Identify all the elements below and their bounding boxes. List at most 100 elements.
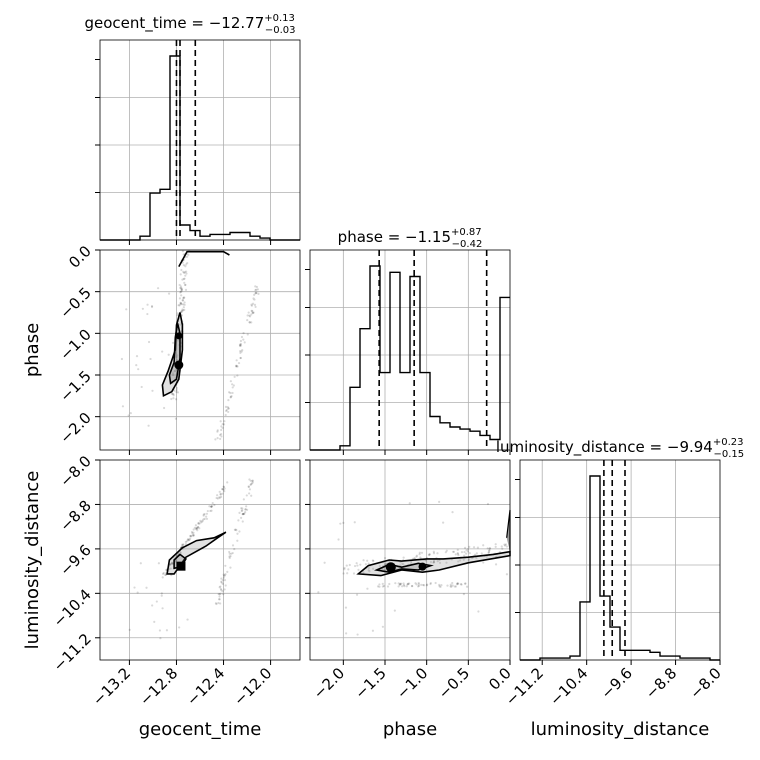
density-peak (175, 332, 183, 340)
sample-point (188, 537, 192, 540)
sample-point (440, 583, 443, 587)
sample-point (196, 525, 200, 529)
panel-frame (519, 459, 721, 661)
sample-point (235, 364, 238, 367)
sample-point (226, 570, 229, 573)
sample-point (402, 556, 405, 559)
sample-point (217, 592, 220, 596)
sample-point (186, 261, 189, 265)
sample-point (371, 559, 374, 562)
sample-point (342, 572, 345, 575)
sample-point (432, 560, 435, 564)
sample-point (488, 546, 492, 550)
sample-point (216, 494, 219, 497)
sample-point (242, 332, 245, 335)
sample-point (420, 551, 424, 554)
title-upper: +0.13 (264, 13, 295, 24)
sample-point (456, 551, 459, 555)
sample-point (183, 277, 186, 280)
sample-point (388, 582, 391, 586)
sample-point (175, 398, 178, 401)
sample-point (147, 424, 150, 427)
x-tick-label: −13.2 (89, 664, 134, 709)
sample-point (432, 550, 435, 553)
sample-point (172, 394, 175, 397)
sample-point (227, 399, 230, 402)
sample-point (159, 637, 162, 640)
sample-point (174, 560, 177, 563)
sample-point (182, 303, 185, 306)
sample-point (176, 312, 179, 315)
sample-point (121, 405, 125, 408)
sample-point (250, 313, 253, 316)
sample-point (220, 577, 223, 580)
sample-point (158, 629, 162, 632)
sample-point (184, 270, 188, 273)
sample-point (252, 297, 255, 300)
sample-point (444, 551, 447, 554)
sample-point (255, 288, 258, 291)
panel-frame (99, 459, 301, 661)
sample-point (235, 365, 238, 368)
sample-point (181, 308, 184, 311)
sample-point (223, 588, 226, 591)
sample-point (236, 532, 239, 535)
sample-point (436, 552, 439, 555)
sample-point (171, 562, 174, 565)
sample-point (172, 397, 175, 400)
sample-point (179, 551, 182, 554)
sample-point (505, 545, 508, 548)
sample-point (150, 305, 154, 309)
sample-point (183, 301, 186, 304)
y-tick-label: 0.0 (65, 242, 95, 272)
sample-point (240, 350, 243, 353)
sample-point (233, 375, 236, 378)
sample-point (486, 502, 490, 506)
sample-point (451, 550, 455, 553)
sample-point (181, 309, 184, 312)
sample-point (181, 299, 184, 302)
sample-point (146, 303, 149, 306)
sample-point (393, 609, 396, 612)
sample-point (439, 585, 442, 589)
sample-point (488, 549, 491, 552)
sample-point (187, 539, 190, 542)
y-tick-label: −0.5 (56, 284, 94, 322)
sample-point (399, 583, 402, 586)
panel-luminosity_distance-luminosity_distance (520, 460, 720, 660)
sample-point (185, 272, 188, 275)
sample-point (429, 582, 432, 586)
sample-point (233, 528, 237, 531)
sample-point (468, 551, 471, 555)
sample-point (356, 633, 359, 636)
sample-point (186, 618, 189, 621)
sample-point (239, 339, 243, 343)
sample-point (487, 551, 490, 554)
sample-point (245, 508, 249, 511)
sample-point (254, 292, 257, 295)
sample-point (219, 493, 222, 496)
sample-point (179, 273, 182, 276)
sample-point (139, 562, 142, 565)
sample-point (236, 539, 239, 542)
sample-point (160, 592, 163, 595)
sample-point (182, 543, 185, 546)
sample-point (169, 567, 172, 570)
panel-geocent_time-geocent_time (100, 40, 300, 240)
sample-point (180, 288, 183, 291)
sample-point (227, 407, 230, 410)
sample-point (180, 310, 183, 313)
sample-point (235, 529, 238, 532)
sample-point (215, 602, 218, 606)
sample-point (199, 519, 202, 523)
x-tick-label: −12.8 (136, 664, 181, 709)
sample-point (220, 435, 223, 438)
sample-point (406, 582, 409, 586)
sample-point (249, 483, 253, 486)
sample-point (249, 483, 252, 487)
sample-point (147, 340, 151, 344)
sample-point (500, 545, 503, 548)
y-axis-label-luminosity_distance: luminosity_distance (22, 471, 43, 650)
sample-point (227, 407, 230, 410)
sample-point (218, 593, 221, 596)
